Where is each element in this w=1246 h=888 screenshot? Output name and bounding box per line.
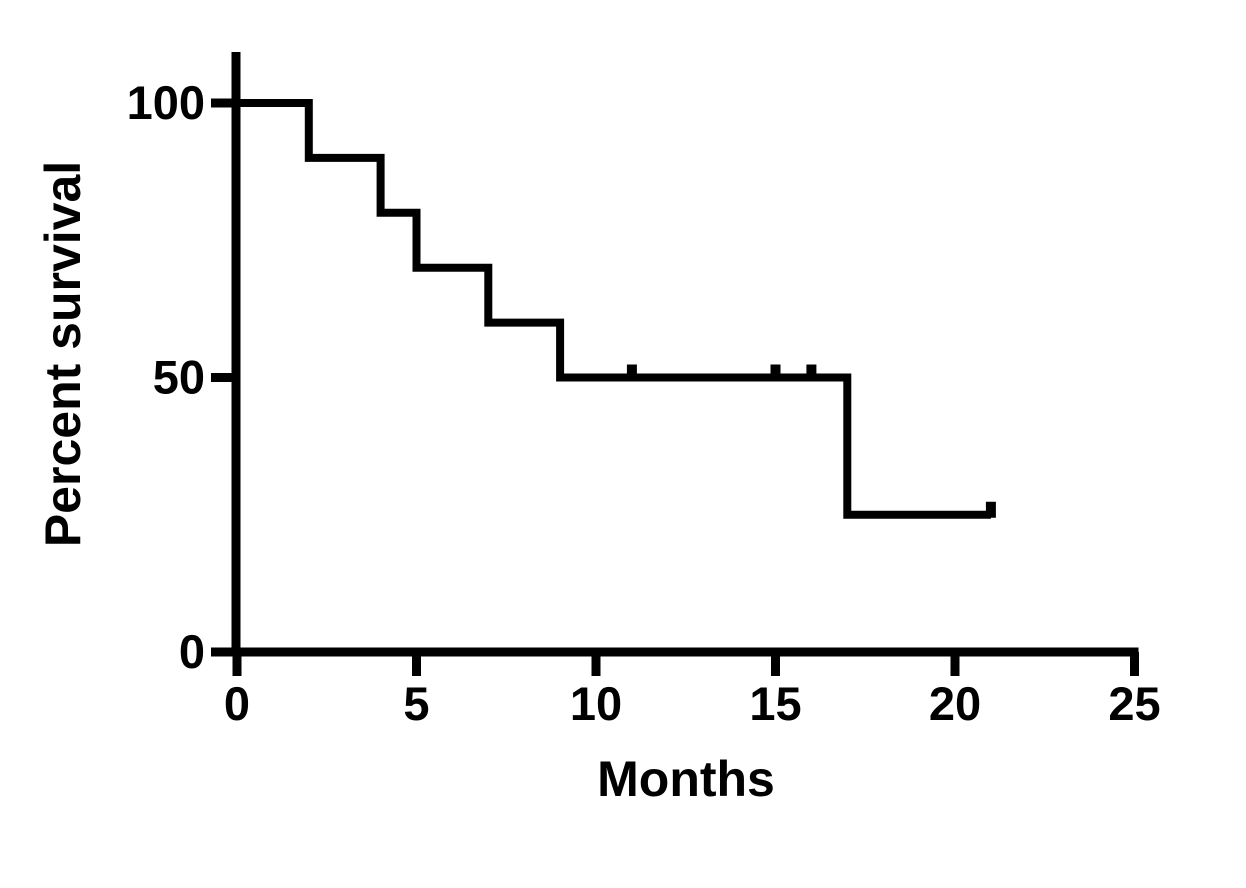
x-tick-label: 25	[1108, 677, 1160, 730]
x-tick-label: 5	[403, 677, 429, 730]
x-tick-label: 10	[570, 677, 622, 730]
x-axis-title: Months	[597, 751, 775, 807]
x-tick-label: 20	[929, 677, 981, 730]
y-tick-label: 0	[179, 625, 205, 678]
x-tick-label: 0	[224, 677, 250, 730]
km-curve	[237, 99, 991, 519]
y-tick-label: 50	[153, 351, 205, 404]
y-axis-title: Percent survival	[35, 160, 91, 548]
x-tick-label: 15	[749, 677, 801, 730]
y-tick-label: 100	[127, 76, 205, 129]
